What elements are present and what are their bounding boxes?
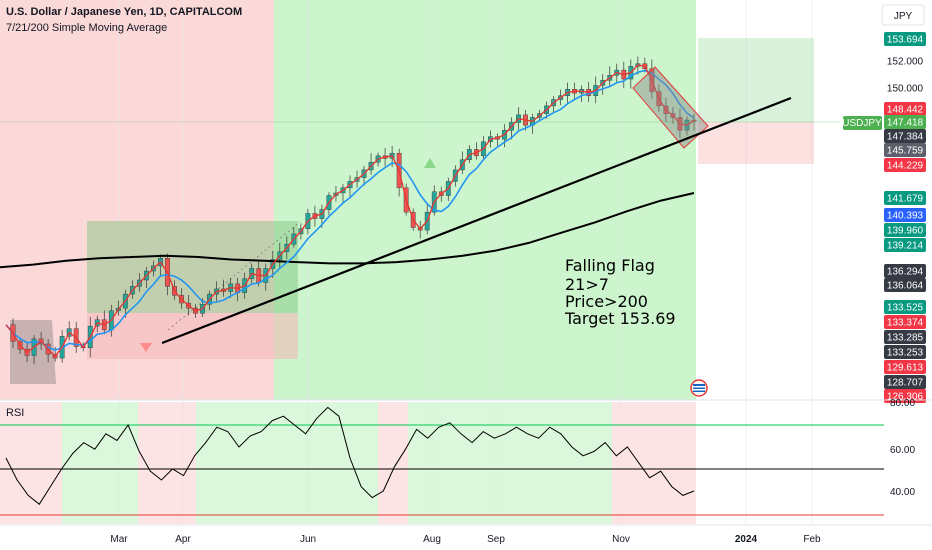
x-tick-label: Jun: [300, 534, 316, 545]
currency-label: JPY: [894, 11, 913, 22]
ma7-line: [5, 64, 695, 358]
rsi-line: [5, 406, 695, 505]
price-badge: [884, 32, 926, 46]
chart-title: U.S. Dollar / Japanese Yen, 1D, CAPITALC…: [6, 6, 242, 18]
rsi-band: [612, 402, 655, 524]
symbol-badge[interactable]: USDJPY: [842, 116, 882, 130]
price-badge-text: 140.393: [887, 211, 924, 222]
stop-zone: [698, 122, 814, 164]
price-badge: [884, 238, 926, 252]
annotation-line-1: Falling Flag: [565, 256, 655, 275]
rsi-regime-bands: [0, 402, 696, 524]
price-badge-text: 139.960: [887, 226, 924, 237]
price-badge: [884, 115, 926, 129]
price-badge-text: 126.306: [887, 392, 924, 403]
bullish-band: [274, 0, 696, 400]
price-badge-text: 144.229: [887, 161, 924, 172]
rsi-band: [62, 402, 138, 524]
price-badge: [884, 300, 926, 314]
price-badge: [884, 360, 926, 374]
rsi-band: [378, 402, 408, 524]
currency-button[interactable]: [881, 4, 925, 26]
price-axis-labels: 153.694 152.000 150.000 148.442 147.418 147.3…: [884, 32, 926, 403]
rsi-tick-40: 40.00: [890, 487, 915, 498]
price-badge: [884, 102, 926, 116]
price-badge: [884, 278, 926, 292]
x-tick-label: Feb: [803, 534, 821, 545]
price-badge: [884, 264, 926, 278]
price-badge: [884, 375, 926, 389]
price-badge: [884, 315, 926, 329]
annotation-line-3: Price>200: [565, 292, 648, 311]
price-tick-label: 150.000: [887, 84, 924, 95]
x-tick-label: Nov: [612, 534, 630, 545]
price-badge-text: 136.294: [887, 267, 924, 278]
rsi-tick-80: 80.00: [890, 398, 915, 409]
dotted-connector: [167, 221, 301, 331]
rsi-band: [196, 402, 378, 524]
price-badge: [884, 345, 926, 359]
range-box-lower: [87, 313, 298, 359]
price-badge-text: 136.064: [887, 281, 924, 292]
price-badge-text: 133.285: [887, 333, 924, 344]
ma200-line: [0, 192, 695, 269]
price-badge: [884, 223, 926, 237]
price-badge-text: 148.442: [887, 105, 924, 116]
annotation-line-4: Target 153.69: [564, 309, 676, 328]
rsi-band: [0, 402, 62, 524]
time-axis-labels: Mar Apr Jun Aug Sep Nov 2024 Feb: [110, 534, 821, 545]
range-box-upper: [87, 221, 298, 313]
price-tick-label: 152.000: [887, 57, 924, 68]
price-badge: [884, 158, 926, 172]
rsi-band: [408, 402, 612, 524]
price-badge-text: 133.253: [887, 348, 924, 359]
price-badge: [884, 208, 926, 222]
rsi-label: RSI: [6, 407, 24, 419]
buy-signal-arrow: [424, 158, 436, 168]
indicator-label: 7/21/200 Simple Moving Average: [6, 22, 167, 34]
annotation-line-2: 21>7: [565, 275, 609, 294]
regime-bands: [0, 0, 696, 400]
x-tick-label: Sep: [487, 534, 505, 545]
price-badge: [884, 330, 926, 344]
rsi-tick-60: 60.00: [890, 445, 915, 456]
falling-flag-channel: [632, 66, 709, 149]
x-tick-label: Apr: [175, 534, 191, 545]
symbol-badge-text: USDJPY: [842, 118, 882, 129]
price-badge-text: 147.384: [887, 132, 924, 143]
price-badge-text: 141.679: [887, 194, 924, 205]
price-badge: [884, 143, 926, 157]
flag-icon[interactable]: [690, 379, 708, 397]
target-zone: [698, 38, 814, 122]
rsi-band: [138, 402, 196, 524]
price-badge-text: 153.694: [887, 35, 924, 46]
price-badge-text: 128.707: [887, 378, 924, 389]
x-tick-label: 2024: [735, 534, 758, 545]
price-badge-text: 139.214: [887, 241, 924, 252]
price-badge-text: 145.759: [887, 146, 924, 157]
price-badge: [884, 191, 926, 205]
support-trendline: [161, 96, 792, 345]
ma21-line: [5, 69, 695, 351]
sell-signal-arrow: [140, 343, 152, 352]
price-badge: [884, 129, 926, 143]
price-badge-text: 133.525: [887, 303, 924, 314]
x-tick-label: Aug: [423, 534, 441, 545]
price-badge-text: 129.613: [887, 363, 924, 374]
rsi-band: [655, 402, 696, 524]
x-tick-label: Mar: [110, 534, 128, 545]
price-badge-text: 133.374: [887, 318, 924, 329]
price-badge-text: 147.418: [887, 118, 924, 129]
